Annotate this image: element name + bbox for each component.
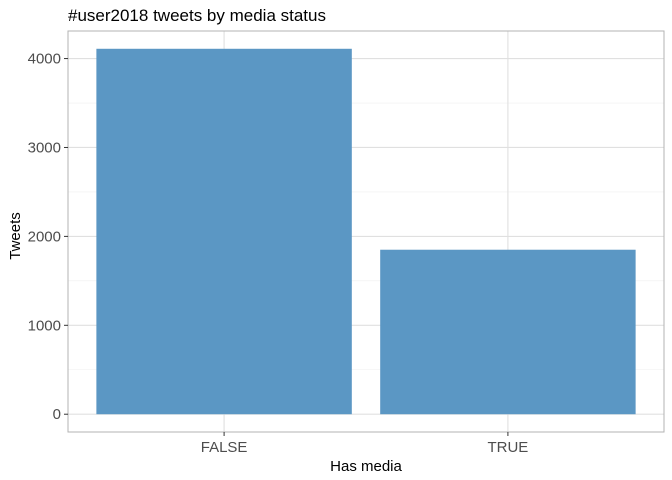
y-tick-label: 1000 xyxy=(28,317,61,334)
y-tick-label: 0 xyxy=(53,406,61,423)
y-tick-label: 2000 xyxy=(28,228,61,245)
x-axis-title: Has media xyxy=(330,458,402,475)
x-tick-label: FALSE xyxy=(201,439,248,456)
bars xyxy=(96,48,636,415)
y-axis-title: Tweets xyxy=(7,212,24,260)
plot-panel-border xyxy=(67,30,665,433)
x-axis: FALSE TRUE xyxy=(201,432,528,456)
y-tick-label: 3000 xyxy=(28,139,61,156)
chart-title: #user2018 tweets by media status xyxy=(68,6,326,25)
bar-true xyxy=(380,249,636,415)
y-axis: 0 1000 2000 3000 4000 xyxy=(28,51,68,423)
bar-false xyxy=(96,48,352,415)
x-tick-label: TRUE xyxy=(487,439,528,456)
y-tick-label: 4000 xyxy=(28,51,61,68)
